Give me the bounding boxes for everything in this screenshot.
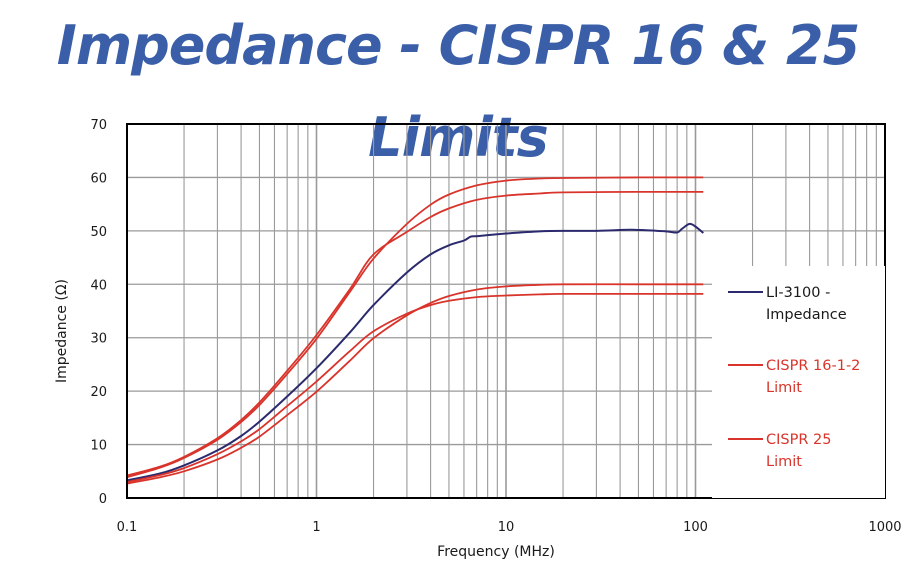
series-line-cispr-16-1-2-limit-upper — [126, 176, 704, 479]
legend-label: CISPR 25 — [766, 432, 831, 448]
y-axis-label: Impedance (Ω) — [54, 279, 70, 383]
x-tick-label: 10 — [498, 520, 515, 535]
y-tick-label: 20 — [90, 385, 107, 400]
series-line-li-3100-impedance — [126, 222, 704, 482]
x-tick-label: 100 — [683, 520, 708, 535]
y-tick-label: 40 — [90, 278, 107, 293]
legend-label: LI-3100 - — [766, 285, 830, 301]
tick-labels: 0 10 20 30 40 50 60 70 0.1 1 10 100 1000 — [90, 118, 901, 535]
legend-box — [712, 266, 885, 498]
chart-legend: LI-3100 - Impedance CISPR 16-1-2 Limit CISPR… — [712, 266, 885, 498]
x-axis-label: Frequency (MHz) — [437, 544, 555, 560]
x-tick-label: 0.1 — [117, 520, 138, 535]
y-tick-label: 70 — [90, 118, 107, 133]
y-tick-label: 50 — [90, 225, 107, 240]
series-line-cispr-16-1-2-limit-lower — [126, 283, 704, 485]
legend-label: Impedance — [766, 307, 847, 323]
chart-series — [126, 176, 704, 485]
y-tick-label: 30 — [90, 332, 107, 347]
y-tick-label: 0 — [99, 492, 107, 507]
series-line-cispr-25-limit-lower — [126, 292, 704, 483]
legend-label: Limit — [766, 454, 802, 470]
x-tick-label: 1 — [312, 520, 320, 535]
series-line-cispr-25-limit-upper — [126, 190, 704, 477]
y-tick-label: 60 — [90, 171, 107, 186]
legend-label: Limit — [766, 380, 802, 396]
y-tick-label: 10 — [90, 439, 107, 454]
page-title: Impedance - CISPR 16 & 25 Limits — [56, 14, 860, 169]
legend-label: CISPR 16-1-2 — [766, 358, 860, 374]
x-tick-label: 1000 — [868, 520, 901, 535]
